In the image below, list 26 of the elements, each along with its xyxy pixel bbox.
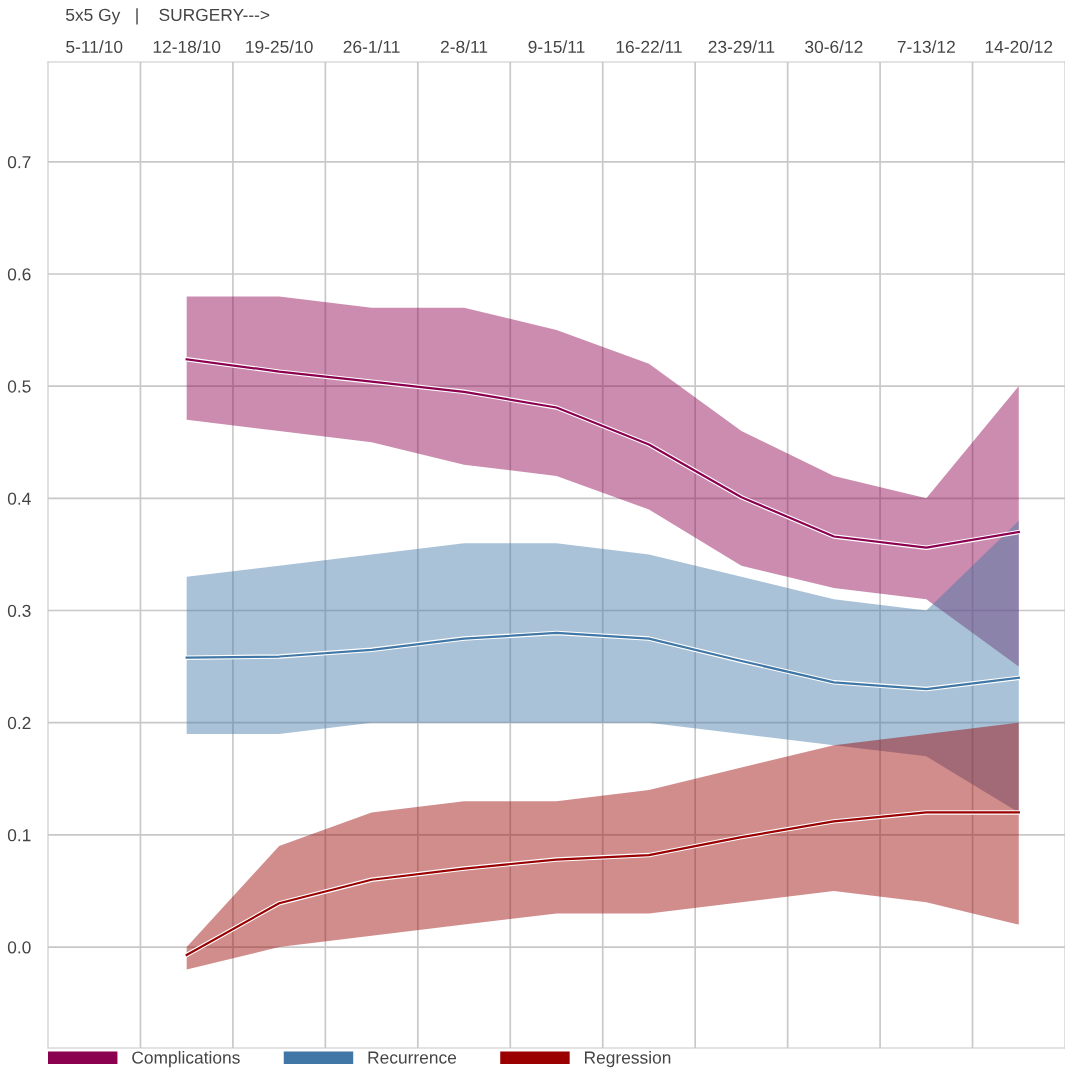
x-tick-label: 7-13/12 [897, 40, 955, 54]
y-tick-label: 0.1 [7, 829, 31, 842]
x-tick-label: 23-29/11 [708, 40, 775, 54]
x-tick-label: 5-11/10 [66, 40, 123, 54]
y-tick-label: 0.7 [7, 156, 31, 169]
line-series [184, 357, 1021, 550]
legend-label: Recurrence [368, 1051, 457, 1064]
x-tick-label: 26-1/11 [343, 40, 400, 54]
y-tick-label: 0.3 [7, 604, 31, 617]
y-tick-label: 0.2 [7, 716, 31, 730]
line-series [184, 630, 1021, 692]
line-series [184, 810, 1021, 958]
text: 5x5 Gy | SURGERY---> [65, 8, 270, 25]
legend-label: Complications [132, 1050, 240, 1068]
y-tick-label: 0.4 [7, 492, 31, 505]
x-tick-label: 16-22/11 [616, 40, 682, 54]
x-tick-label: 30-6/12 [805, 40, 863, 54]
x-tick-label: 2-8/11 [440, 40, 488, 54]
y-tick-label: 0.0 [7, 941, 31, 954]
x-tick-label: 14-20/12 [985, 40, 1053, 54]
legend-label: Regression [584, 1050, 671, 1068]
x-tick-label: 9-15/11 [528, 40, 585, 54]
y-tick-label: 0.6 [7, 268, 31, 281]
x-tick-label: 19-25/10 [246, 40, 313, 54]
y-tick-label: 0.5 [7, 380, 31, 393]
x-tick-label: 12-18/10 [153, 40, 221, 54]
